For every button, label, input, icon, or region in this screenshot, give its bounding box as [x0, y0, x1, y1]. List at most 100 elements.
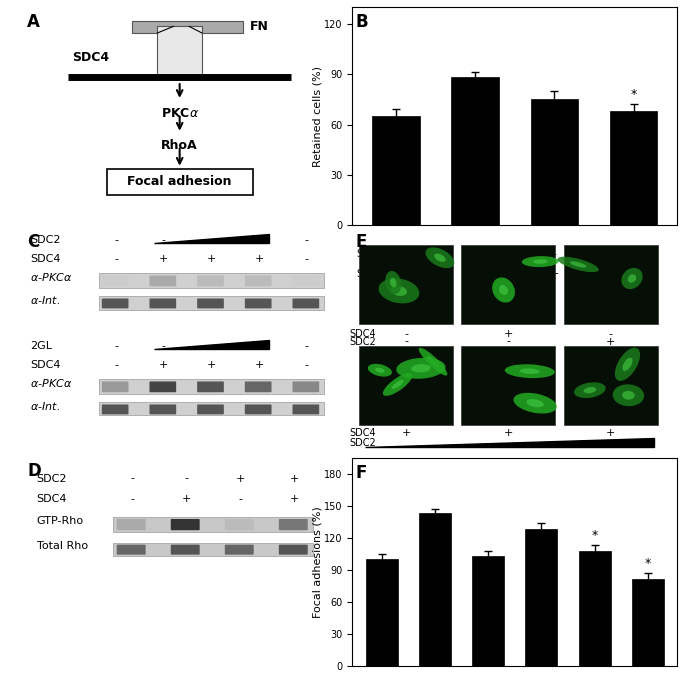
Text: $\alpha$-Int.: $\alpha$-Int. [30, 400, 60, 412]
Ellipse shape [622, 391, 635, 400]
FancyBboxPatch shape [132, 21, 243, 33]
Text: B: B [356, 13, 368, 31]
FancyBboxPatch shape [102, 299, 129, 308]
Text: -: - [130, 474, 134, 483]
Text: Total Rho: Total Rho [37, 541, 88, 551]
Text: SDC4: SDC4 [357, 249, 383, 259]
Text: +: + [606, 428, 615, 438]
Text: SDC4: SDC4 [73, 50, 110, 63]
FancyBboxPatch shape [292, 382, 319, 392]
Text: +: + [629, 269, 638, 279]
Text: +: + [181, 495, 191, 504]
Text: SDC4: SDC4 [30, 254, 61, 264]
Text: +: + [550, 269, 559, 279]
Text: *: * [645, 557, 651, 570]
Text: PKC$\alpha$: PKC$\alpha$ [160, 107, 199, 120]
Bar [359, 346, 453, 425]
Text: -: - [184, 474, 188, 483]
Ellipse shape [492, 277, 515, 303]
FancyBboxPatch shape [225, 519, 254, 530]
FancyBboxPatch shape [149, 275, 176, 286]
Ellipse shape [392, 380, 404, 389]
Ellipse shape [504, 364, 555, 378]
Text: SDC4: SDC4 [349, 428, 376, 438]
Ellipse shape [383, 373, 413, 396]
Text: *: * [630, 88, 636, 101]
Text: -: - [394, 269, 398, 279]
Ellipse shape [527, 399, 544, 407]
Text: SDC4: SDC4 [349, 328, 376, 339]
Bar [419, 513, 451, 666]
FancyBboxPatch shape [245, 299, 272, 308]
Ellipse shape [419, 348, 448, 376]
Text: GTP-Rho: GTP-Rho [37, 516, 84, 526]
Bar [610, 111, 657, 225]
Ellipse shape [397, 358, 446, 379]
Text: -: - [404, 328, 408, 339]
Text: -: - [404, 336, 408, 347]
Bar [372, 116, 419, 225]
Text: RhoA: RhoA [161, 139, 198, 152]
Text: SDC2: SDC2 [349, 336, 376, 347]
Ellipse shape [522, 256, 559, 267]
Text: C: C [27, 234, 39, 251]
FancyBboxPatch shape [245, 382, 272, 392]
Text: +: + [504, 428, 513, 438]
FancyBboxPatch shape [197, 275, 224, 286]
Ellipse shape [386, 271, 401, 294]
Bar [99, 273, 324, 288]
Text: SDC2: SDC2 [349, 438, 376, 448]
Bar [578, 551, 611, 666]
Text: +: + [254, 360, 264, 370]
Text: $\alpha$-Int.: $\alpha$-Int. [30, 294, 60, 306]
FancyBboxPatch shape [102, 275, 129, 286]
Text: -: - [130, 495, 134, 504]
FancyBboxPatch shape [102, 404, 129, 415]
Ellipse shape [375, 367, 385, 373]
Ellipse shape [613, 384, 644, 406]
Text: F: F [356, 464, 367, 482]
FancyBboxPatch shape [149, 404, 176, 415]
Y-axis label: Retained cells (%): Retained cells (%) [313, 65, 323, 167]
Polygon shape [154, 234, 269, 244]
Text: D: D [27, 462, 41, 480]
Ellipse shape [583, 387, 596, 393]
Ellipse shape [558, 256, 599, 272]
Ellipse shape [615, 348, 640, 381]
Text: +: + [290, 495, 299, 504]
Text: -: - [162, 235, 166, 245]
Bar [563, 244, 658, 324]
FancyBboxPatch shape [106, 169, 253, 195]
FancyBboxPatch shape [225, 544, 254, 555]
Text: -: - [114, 254, 118, 264]
Text: +: + [159, 254, 169, 264]
Ellipse shape [520, 368, 540, 374]
Text: -: - [552, 249, 556, 259]
Ellipse shape [570, 261, 587, 268]
Text: SDC2: SDC2 [357, 269, 383, 279]
Text: $\alpha$-PKC$\alpha$: $\alpha$-PKC$\alpha$ [30, 378, 73, 389]
Bar [366, 559, 397, 666]
Text: -: - [473, 269, 477, 279]
Text: Focal adhesion: Focal adhesion [127, 175, 232, 188]
Text: -: - [305, 341, 309, 351]
Text: +: + [606, 336, 615, 347]
Text: +: + [401, 428, 410, 438]
Bar [525, 530, 558, 666]
Text: -: - [114, 235, 118, 245]
Text: -: - [114, 341, 118, 351]
Bar [563, 346, 658, 425]
FancyBboxPatch shape [197, 404, 224, 415]
FancyBboxPatch shape [171, 519, 200, 530]
Ellipse shape [434, 254, 446, 262]
Bar [461, 244, 556, 324]
Text: +: + [236, 474, 245, 483]
Text: -: - [162, 341, 166, 351]
Polygon shape [366, 438, 654, 447]
Bar [461, 346, 556, 425]
FancyBboxPatch shape [292, 404, 319, 415]
Ellipse shape [368, 364, 392, 377]
FancyBboxPatch shape [292, 275, 319, 286]
FancyBboxPatch shape [245, 404, 272, 415]
Text: -: - [238, 495, 242, 504]
